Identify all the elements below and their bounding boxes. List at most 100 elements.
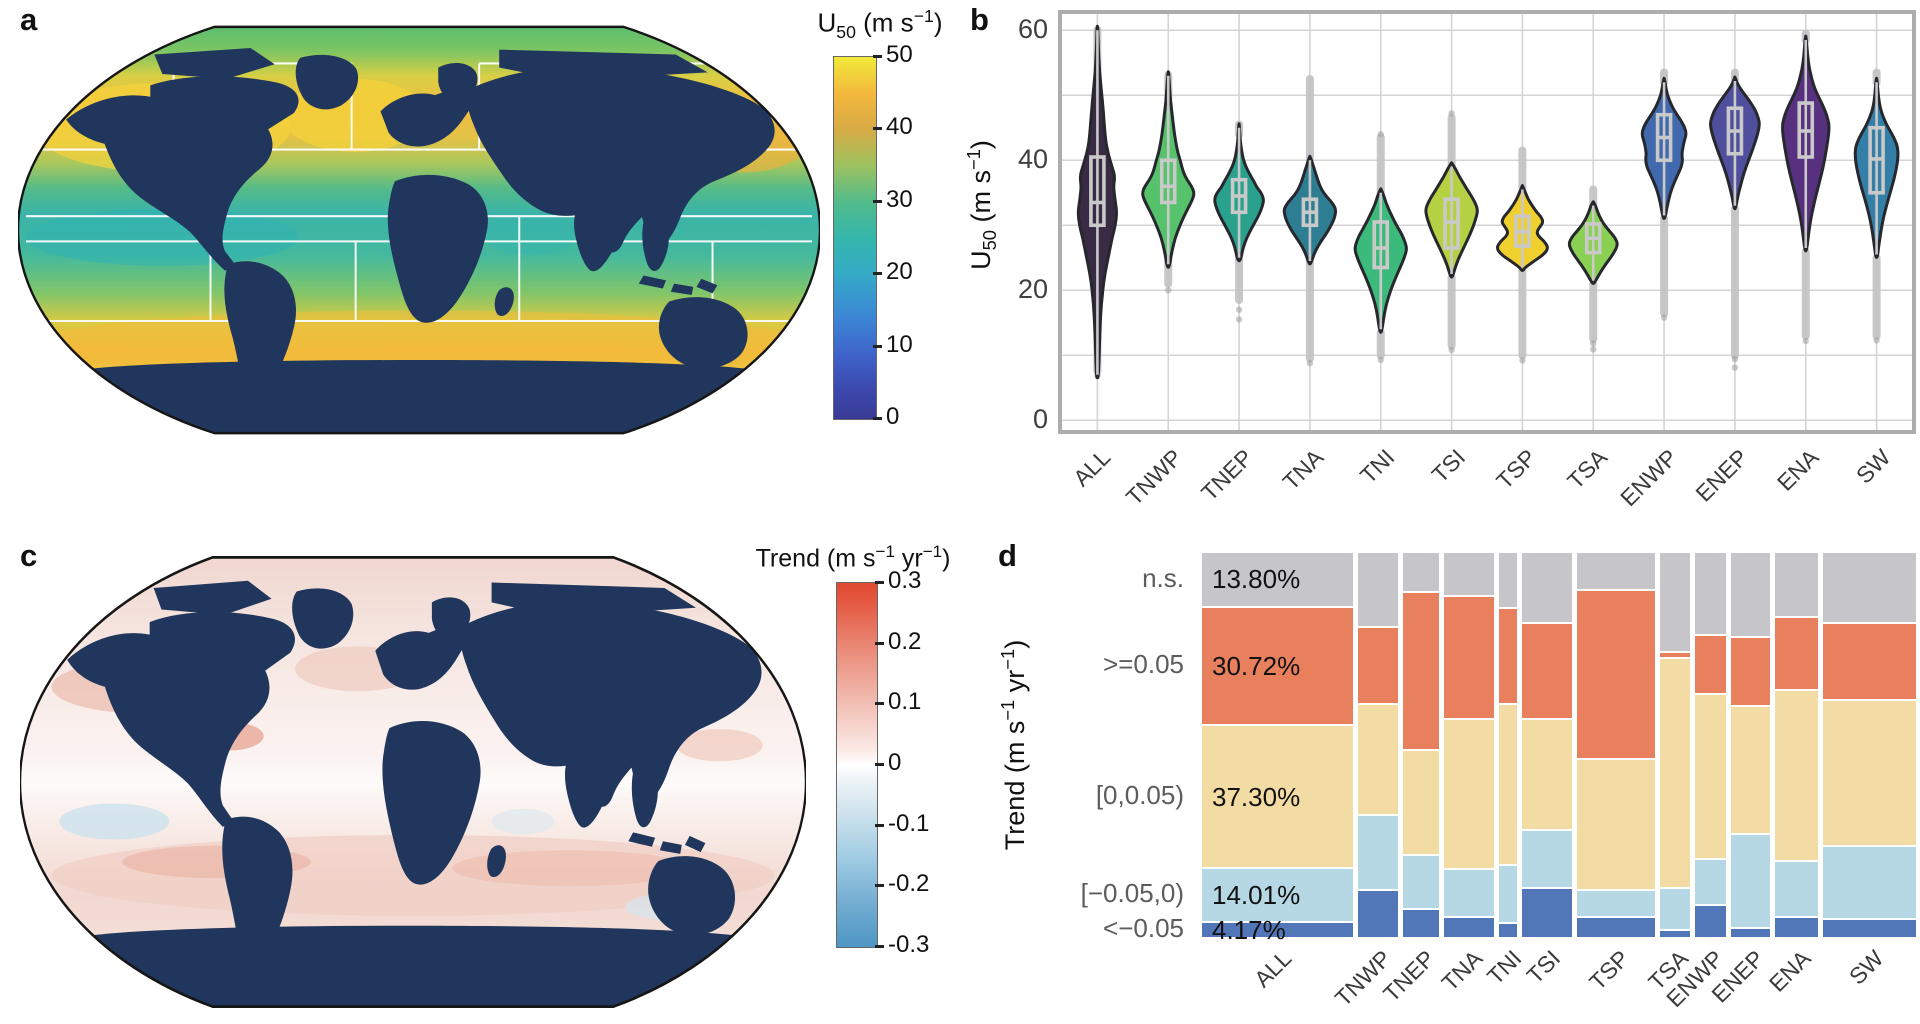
mosaic-segment-n.s. [1521,553,1573,623]
mosaic-segment->=0.05 [1498,606,1517,703]
mosaic-segment-n.s. [1498,553,1517,607]
colorbar-trend-title-end: ) [942,544,951,573]
violin-ylabel-sub: 50 [979,230,1001,251]
mosaic-ylabel-end: ) [1000,639,1030,649]
mosaic-column-ALL: 13.80% 30.72% 37.30% 14.01% 4.17% [1202,553,1353,943]
mosaic-segment-<-0.05 [1357,888,1399,937]
violin-ylabel-base: U [965,250,996,270]
colorbar-u50-tick: 50 [873,41,913,68]
mosaic-segment->=0.05 [1730,635,1771,705]
mosaic-column-ENWP [1694,553,1726,937]
mosaic-chart: 13.80% 30.72% 37.30% 14.01% 4.17% [1202,553,1916,943]
violin-xlabel-TSP: TSP [1490,444,1541,495]
outlier-dot [1590,346,1597,353]
mosaic-segment-[0,0.05) [1357,702,1399,815]
world-map-u50 [18,25,820,435]
colorbar-trend-tick: 0.2 [874,627,922,655]
mosaic-column-TSP [1577,553,1655,937]
mosaic-segment-<-0.05 [1403,908,1440,937]
colorbar-u50-tick: 20 [873,258,913,286]
mosaic-segment-[0,0.05): 37.30% [1202,723,1353,868]
violin-ylabel-mid: (m s [965,170,996,231]
mosaic-segment-[0,0.05) [1775,689,1819,861]
mosaic-segment-[0,0.05) [1498,702,1517,865]
mosaic-segment-[-0.05,0) [1357,814,1399,889]
mosaic-segment-n.s. [1444,553,1494,596]
colorbar-trend-tick: -0.1 [874,809,930,837]
world-map-trend [20,556,806,1008]
colorbar-u50-title-base: U [817,7,837,38]
outlier-dot [1448,110,1455,117]
colorbar-trend-tick: 0 [874,749,902,776]
mosaic-segment-<-0.05 [1521,887,1573,937]
mosaic-segment-[0,0.05) [1577,758,1655,889]
colorbar-u50-title-end: ) [933,7,943,38]
mosaic-xlabel-TSI: TSI [1521,945,1566,989]
colorbar-trend-title: Trend (m s−1 yr−1) [728,542,978,573]
colorbar-u50-tick: 30 [873,185,913,213]
mosaic-row-label: <−0.05 [1103,912,1184,943]
mosaic-segment-<-0.05 [1659,929,1690,937]
map-outline [18,25,820,435]
mosaic-segment-[-0.05,0) [1403,854,1440,909]
box [1089,155,1106,228]
mosaic-segment-n.s. [1823,553,1916,623]
mosaic-xlabel-TSP: TSP [1584,945,1635,996]
outlier-dot [1873,337,1880,344]
mosaic-column-TSA [1659,553,1690,937]
outlier-dot [1731,355,1739,363]
mosaic-xlabel-ENA: ENA [1763,945,1816,997]
mosaic-segment-n.s. [1357,553,1399,626]
mosaic-segment-[-0.05,0) [1444,867,1494,916]
outlier-dot [1731,364,1739,371]
mosaic-segment-[-0.05,0) [1577,888,1655,916]
mosaic-row-label: n.s. [1142,563,1184,594]
mosaic-segment-[-0.05,0): 14.01% [1202,867,1353,921]
colorbar-u50-title: U50 (m s−1) [772,6,988,43]
mosaic-segment-n.s.: 13.80% [1202,553,1353,606]
mosaic-segment-n.s. [1775,553,1819,617]
colorbar-u50-tick: 0 [872,403,900,430]
mosaic-segment-<-0.05 [1444,915,1494,937]
violin-xlabel-SW: SW [1850,444,1895,489]
box [1159,158,1177,205]
mosaic-segment-<-0.05: 4.17% [1202,917,1353,943]
mosaic-xlabel-TNI: TNI [1481,945,1527,990]
mosaic-segment->=0.05 [1694,633,1726,694]
panel-d-label: d [998,538,1017,573]
mosaic-segment-n.s. [1577,553,1655,590]
violin-plot-frame [1058,10,1916,434]
panel-c-label: c [20,538,38,573]
mosaic-segment->=0.05 [1775,616,1819,690]
mosaic-segment->=0.05 [1444,595,1494,719]
mosaic-segment-n.s. [1730,553,1771,636]
mosaic-segment-[0,0.05) [1823,698,1916,845]
mosaic-column-TNWP [1357,553,1399,937]
mosaic-row-label: [0,0.05) [1095,779,1184,810]
outlier-dot [1660,314,1668,321]
violin-xlabel-ENWP: ENWP [1615,444,1683,512]
mosaic-segment->=0.05 [1357,625,1399,703]
mosaic-segment-n.s. [1403,553,1440,592]
mosaic-column-TNEP [1403,553,1440,937]
violin-xlabel-TNI: TNI [1354,444,1400,489]
colorbar-trend-tick: 0.1 [874,688,922,716]
mosaic-segment->=0.05 [1403,591,1440,749]
colorbar-u50-title-sup: −1 [913,6,934,26]
violin-chart [1062,14,1912,430]
violin-ytick: 0 [1032,404,1048,435]
mosaic-xlabel-SW: SW [1843,945,1889,990]
colorbar-trend-title-pre: Trend (m s [755,544,876,573]
mosaic-segment->=0.05 [1521,622,1573,719]
violin-xlabel-TSI: TSI [1426,444,1470,488]
mosaic-segment-[0,0.05) [1730,704,1771,834]
outlier-dot [1519,357,1526,364]
colorbar-u50-tick: 10 [873,330,913,358]
violin-xlabel-TNA: TNA [1277,444,1329,495]
mosaic-column-SW [1823,553,1916,937]
violin-xlabel-ENA: ENA [1772,444,1825,496]
outlier-dot [1377,356,1384,363]
box [1372,220,1390,270]
panel-b-label: b [970,2,989,37]
colorbar-trend-tick: -0.2 [874,870,930,898]
